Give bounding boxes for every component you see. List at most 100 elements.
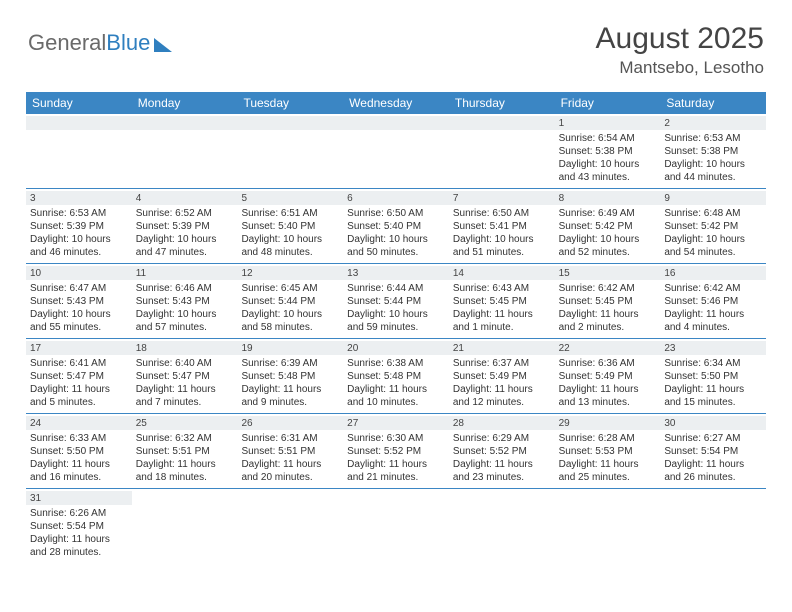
- daylight-text: and 20 minutes.: [241, 471, 339, 484]
- sunset-text: Sunset: 5:42 PM: [559, 220, 657, 233]
- day-header: Monday: [132, 92, 238, 114]
- sunrise-text: Sunrise: 6:26 AM: [30, 507, 128, 520]
- sunrise-text: Sunrise: 6:27 AM: [664, 432, 762, 445]
- sunset-text: Sunset: 5:50 PM: [664, 370, 762, 383]
- week-row: 31Sunrise: 6:26 AMSunset: 5:54 PMDayligh…: [26, 489, 766, 563]
- daylight-text: Daylight: 10 hours: [559, 158, 657, 171]
- logo-general: General: [28, 30, 106, 56]
- location-subtitle: Mantsebo, Lesotho: [596, 58, 764, 78]
- sunrise-text: Sunrise: 6:48 AM: [664, 207, 762, 220]
- sunrise-text: Sunrise: 6:54 AM: [559, 132, 657, 145]
- daylight-text: and 25 minutes.: [559, 471, 657, 484]
- daylight-text: and 52 minutes.: [559, 246, 657, 259]
- daylight-text: Daylight: 11 hours: [347, 383, 445, 396]
- daylight-text: and 18 minutes.: [136, 471, 234, 484]
- day-cell: 7Sunrise: 6:50 AMSunset: 5:41 PMDaylight…: [449, 189, 555, 263]
- day-cell: 2Sunrise: 6:53 AMSunset: 5:38 PMDaylight…: [660, 114, 766, 188]
- daylight-text: and 9 minutes.: [241, 396, 339, 409]
- sunset-text: Sunset: 5:48 PM: [347, 370, 445, 383]
- day-cell: 28Sunrise: 6:29 AMSunset: 5:52 PMDayligh…: [449, 414, 555, 488]
- daylight-text: and 58 minutes.: [241, 321, 339, 334]
- day-cell: 15Sunrise: 6:42 AMSunset: 5:45 PMDayligh…: [555, 264, 661, 338]
- sunset-text: Sunset: 5:48 PM: [241, 370, 339, 383]
- sunrise-text: Sunrise: 6:45 AM: [241, 282, 339, 295]
- week-row: 17Sunrise: 6:41 AMSunset: 5:47 PMDayligh…: [26, 339, 766, 414]
- day-cell: 13Sunrise: 6:44 AMSunset: 5:44 PMDayligh…: [343, 264, 449, 338]
- sunset-text: Sunset: 5:44 PM: [241, 295, 339, 308]
- sunrise-text: Sunrise: 6:31 AM: [241, 432, 339, 445]
- week-row: 3Sunrise: 6:53 AMSunset: 5:39 PMDaylight…: [26, 189, 766, 264]
- week-row: 10Sunrise: 6:47 AMSunset: 5:43 PMDayligh…: [26, 264, 766, 339]
- daylight-text: and 4 minutes.: [664, 321, 762, 334]
- sunset-text: Sunset: 5:50 PM: [30, 445, 128, 458]
- daylight-text: and 59 minutes.: [347, 321, 445, 334]
- day-number: 21: [449, 341, 555, 355]
- daylight-text: Daylight: 11 hours: [559, 308, 657, 321]
- sunset-text: Sunset: 5:51 PM: [136, 445, 234, 458]
- day-cell: 16Sunrise: 6:42 AMSunset: 5:46 PMDayligh…: [660, 264, 766, 338]
- day-cell: 19Sunrise: 6:39 AMSunset: 5:48 PMDayligh…: [237, 339, 343, 413]
- day-number: 16: [660, 266, 766, 280]
- sunrise-text: Sunrise: 6:47 AM: [30, 282, 128, 295]
- daylight-text: Daylight: 11 hours: [136, 383, 234, 396]
- empty-cell: [660, 489, 766, 563]
- daylight-text: Daylight: 11 hours: [559, 458, 657, 471]
- day-cell: 22Sunrise: 6:36 AMSunset: 5:49 PMDayligh…: [555, 339, 661, 413]
- sunrise-text: Sunrise: 6:36 AM: [559, 357, 657, 370]
- sunset-text: Sunset: 5:39 PM: [136, 220, 234, 233]
- daylight-text: and 43 minutes.: [559, 171, 657, 184]
- daylight-text: Daylight: 11 hours: [453, 383, 551, 396]
- sunrise-text: Sunrise: 6:51 AM: [241, 207, 339, 220]
- sunset-text: Sunset: 5:44 PM: [347, 295, 445, 308]
- sunset-text: Sunset: 5:47 PM: [136, 370, 234, 383]
- day-cell: 30Sunrise: 6:27 AMSunset: 5:54 PMDayligh…: [660, 414, 766, 488]
- day-cell: 1Sunrise: 6:54 AMSunset: 5:38 PMDaylight…: [555, 114, 661, 188]
- month-title: August 2025: [596, 22, 764, 56]
- daylight-text: and 5 minutes.: [30, 396, 128, 409]
- empty-cell: [343, 114, 449, 188]
- daylight-text: and 7 minutes.: [136, 396, 234, 409]
- daylight-text: Daylight: 11 hours: [136, 458, 234, 471]
- sunset-text: Sunset: 5:45 PM: [453, 295, 551, 308]
- day-number: 2: [660, 116, 766, 130]
- day-number: 30: [660, 416, 766, 430]
- day-cell: 27Sunrise: 6:30 AMSunset: 5:52 PMDayligh…: [343, 414, 449, 488]
- sunset-text: Sunset: 5:51 PM: [241, 445, 339, 458]
- day-cell: 24Sunrise: 6:33 AMSunset: 5:50 PMDayligh…: [26, 414, 132, 488]
- logo-blue: Blue: [106, 30, 150, 56]
- daylight-text: Daylight: 11 hours: [664, 308, 762, 321]
- day-cell: 29Sunrise: 6:28 AMSunset: 5:53 PMDayligh…: [555, 414, 661, 488]
- day-number: 14: [449, 266, 555, 280]
- daylight-text: Daylight: 10 hours: [559, 233, 657, 246]
- sunset-text: Sunset: 5:40 PM: [241, 220, 339, 233]
- empty-cell: [449, 489, 555, 563]
- day-cell: 23Sunrise: 6:34 AMSunset: 5:50 PMDayligh…: [660, 339, 766, 413]
- day-number: 22: [555, 341, 661, 355]
- daylight-text: Daylight: 11 hours: [559, 383, 657, 396]
- day-number: 29: [555, 416, 661, 430]
- sunset-text: Sunset: 5:45 PM: [559, 295, 657, 308]
- day-cell: 18Sunrise: 6:40 AMSunset: 5:47 PMDayligh…: [132, 339, 238, 413]
- sunrise-text: Sunrise: 6:42 AM: [559, 282, 657, 295]
- daylight-text: Daylight: 10 hours: [30, 233, 128, 246]
- day-number: 31: [26, 491, 132, 505]
- sunrise-text: Sunrise: 6:33 AM: [30, 432, 128, 445]
- sunset-text: Sunset: 5:43 PM: [30, 295, 128, 308]
- empty-cell: [343, 489, 449, 563]
- day-header: Tuesday: [237, 92, 343, 114]
- daylight-text: and 13 minutes.: [559, 396, 657, 409]
- day-header-row: Sunday Monday Tuesday Wednesday Thursday…: [26, 92, 766, 114]
- sunset-text: Sunset: 5:43 PM: [136, 295, 234, 308]
- page-header: GeneralBlue August 2025 Mantsebo, Lesoth…: [0, 0, 792, 86]
- empty-daynum: [26, 116, 132, 130]
- sunset-text: Sunset: 5:54 PM: [30, 520, 128, 533]
- daylight-text: Daylight: 10 hours: [347, 233, 445, 246]
- day-number: 23: [660, 341, 766, 355]
- day-number: 13: [343, 266, 449, 280]
- sunrise-text: Sunrise: 6:52 AM: [136, 207, 234, 220]
- day-number: 11: [132, 266, 238, 280]
- daylight-text: Daylight: 11 hours: [347, 458, 445, 471]
- sunrise-text: Sunrise: 6:50 AM: [453, 207, 551, 220]
- daylight-text: and 21 minutes.: [347, 471, 445, 484]
- empty-cell: [237, 114, 343, 188]
